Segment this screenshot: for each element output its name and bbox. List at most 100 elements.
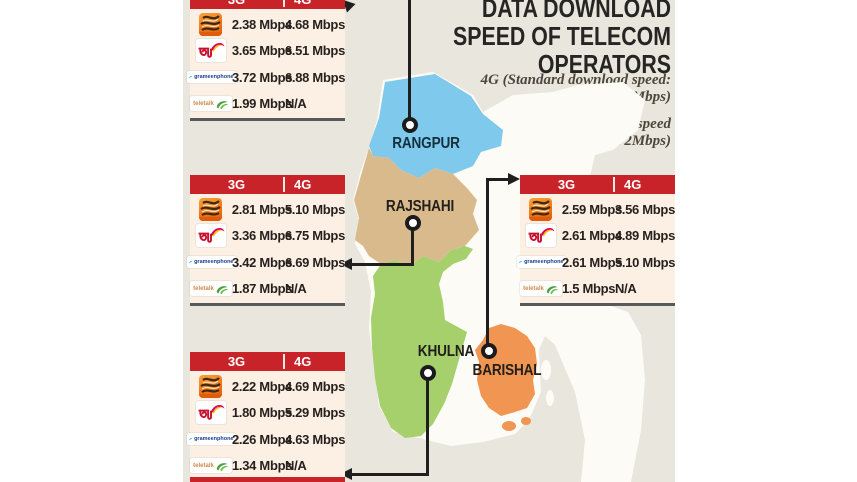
speed-4g: N/A (285, 281, 307, 297)
speed-4g: N/A (615, 281, 637, 297)
title-line: OPERATORS (537, 49, 671, 79)
speed-3g: 1.99 Mbps (232, 96, 293, 112)
teletalk-logo-icon: teletalk (190, 458, 232, 474)
connector-barishal-line-v (486, 178, 489, 352)
title-line: SPEED OF TELECOM (453, 21, 671, 51)
table-header: 3G 4G (520, 175, 675, 194)
speed-3g: 2.38 Mbps (231, 16, 292, 32)
connector-barishal-line-h (488, 178, 510, 181)
title-line: DATA DOWNLOAD (481, 0, 671, 23)
map-island (541, 360, 551, 380)
speed-4g: 5.29 Mbps (284, 405, 345, 421)
grameenphone-wordmark: grameenphone (194, 436, 234, 443)
map-island (546, 390, 554, 406)
table-bottom-bar (190, 118, 345, 121)
speed-3g: 1.80 Mbps (231, 405, 292, 421)
table-row-grameenphone: grameenphone 3.42 Mbps 6.69 Mbps (186, 249, 345, 276)
grameenphone-wordmark: grameenphone (194, 74, 234, 81)
table-header: 3G 4G (190, 0, 345, 9)
map-marker-rajshahi (405, 215, 421, 231)
speed-3g: 2.81 Mbps (231, 201, 292, 217)
speed-3g: 2.61 Mbps (561, 228, 622, 244)
table-row-teletalk: teletalk 1.87 Mbps N/A (190, 276, 345, 303)
banglalink-logo-icon (199, 374, 223, 398)
column-4g: 4G (283, 177, 345, 192)
speed-table-khulna: 3G 4G 2.22 Mbps 4.69 Mbps 1.80 Mbps 5.29… (186, 352, 346, 480)
map-marker-rangpur (402, 117, 418, 133)
table-row-robi: 2.61 Mbps 4.89 Mbps (520, 223, 675, 250)
teletalk-logo-icon: teletalk (520, 281, 562, 297)
map-island (521, 417, 531, 425)
column-3g: 3G (190, 0, 283, 7)
teletalk-wordmark: teletalk (193, 100, 214, 107)
map-marker-barishal (481, 343, 497, 359)
robi-logo-icon (195, 39, 226, 63)
speed-4g: 6.88 Mbps (285, 69, 346, 85)
table-bottom-bar (190, 303, 345, 306)
speed-3g: 3.65 Mbps (231, 43, 292, 59)
speed-3g: 3.42 Mbps (232, 254, 293, 270)
table-row-grameenphone: grameenphone 3.72 Mbps 6.88 Mbps (186, 64, 346, 91)
teletalk-wordmark: teletalk (193, 285, 214, 292)
connector-rajshahi-line-v (411, 223, 414, 266)
banglalink-logo-icon (199, 197, 223, 221)
page-title: DATA DOWNLOAD SPEED OF TELECOM OPERATORS (425, 0, 671, 78)
teletalk-wordmark: teletalk (523, 285, 544, 292)
table-row-banglalink: 2.81 Mbps 5.10 Mbps (190, 196, 345, 223)
speed-3g: 3.36 Mbps (231, 228, 292, 244)
table-row-banglalink: 2.22 Mbps 4.69 Mbps (190, 373, 345, 400)
table-row-teletalk: teletalk 1.5 Mbps N/A (520, 276, 675, 303)
speed-4g: 6.75 Mbps (284, 228, 345, 244)
speed-4g: 6.51 Mbps (284, 43, 345, 59)
column-3g: 3G (227, 354, 246, 369)
speed-4g: 4.68 Mbps (284, 16, 345, 32)
speed-4g: 5.10 Mbps (615, 254, 675, 270)
table-body: 2.22 Mbps 4.69 Mbps 1.80 Mbps 5.29 Mbps … (186, 371, 346, 480)
table-row-robi: 3.36 Mbps 6.75 Mbps (190, 223, 345, 250)
column-4g: 4G (283, 354, 345, 369)
column-3g: 3G (557, 177, 576, 192)
column-3g: 3G (227, 177, 246, 192)
connector-rangpur-line (408, 0, 411, 125)
speed-4g: 4.63 Mbps (285, 431, 346, 447)
speed-3g: 1.87 Mbps (232, 281, 293, 297)
grameenphone-wordmark: grameenphone (194, 259, 234, 266)
table-row-teletalk: teletalk 1.99 Mbps N/A (190, 91, 345, 118)
speed-table-barishal: 3G 4G 2.59 Mbps 3.56 Mbps 2.61 Mbps 4.89… (516, 175, 675, 306)
connector-khulna-line-v (426, 373, 429, 476)
map-label-barishal: BARISHAL (472, 362, 542, 379)
map-label-khulna: KHULNA (417, 343, 475, 360)
speed-3g: 2.61 Mbps (562, 254, 623, 270)
table-row-grameenphone: grameenphone 2.26 Mbps 4.63 Mbps (186, 426, 346, 453)
table-row-banglalink: 2.38 Mbps 4.68 Mbps (190, 11, 345, 38)
robi-logo-icon (195, 224, 226, 248)
table-bottom-bar (520, 303, 675, 306)
robi-logo-icon (195, 401, 226, 425)
table-body: 2.81 Mbps 5.10 Mbps 3.36 Mbps 6.75 Mbps … (186, 194, 345, 303)
column-4g: 4G (613, 177, 675, 192)
grameenphone-logo-icon: grameenphone (186, 71, 236, 84)
speed-4g: N/A (285, 96, 307, 112)
robi-logo-icon (525, 224, 556, 248)
map-label-rajshahi: RAJSHAHI (385, 198, 455, 215)
speed-4g: 5.10 Mbps (284, 201, 345, 217)
table-row-grameenphone: grameenphone 2.61 Mbps 5.10 Mbps (516, 249, 675, 276)
map-region-khulna (371, 246, 473, 438)
next-table-header-partial (190, 477, 345, 482)
connector-barishal-arrow (508, 173, 520, 185)
speed-4g: 4.69 Mbps (284, 378, 345, 394)
teletalk-wordmark: teletalk (193, 462, 214, 469)
teletalk-logo-icon: teletalk (190, 96, 232, 112)
map-marker-khulna (420, 365, 436, 381)
map-label-rangpur: RANGPUR (392, 135, 460, 152)
table-row-banglalink: 2.59 Mbps 3.56 Mbps (520, 196, 675, 223)
connector-khulna-line-h (351, 473, 429, 476)
speed-table-rangpur: 3G 4G 2.38 Mbps 4.68 Mbps 3.65 Mbps 6.51… (186, 0, 346, 121)
banglalink-logo-icon (529, 197, 553, 221)
speed-3g: 1.34 Mbps (232, 458, 293, 474)
map-island (502, 421, 516, 431)
grameenphone-logo-icon: grameenphone (186, 256, 236, 269)
table-body: 2.59 Mbps 3.56 Mbps 2.61 Mbps 4.89 Mbps … (516, 194, 675, 303)
speed-3g: 2.26 Mbps (232, 431, 293, 447)
table-header: 3G 4G (190, 175, 345, 194)
